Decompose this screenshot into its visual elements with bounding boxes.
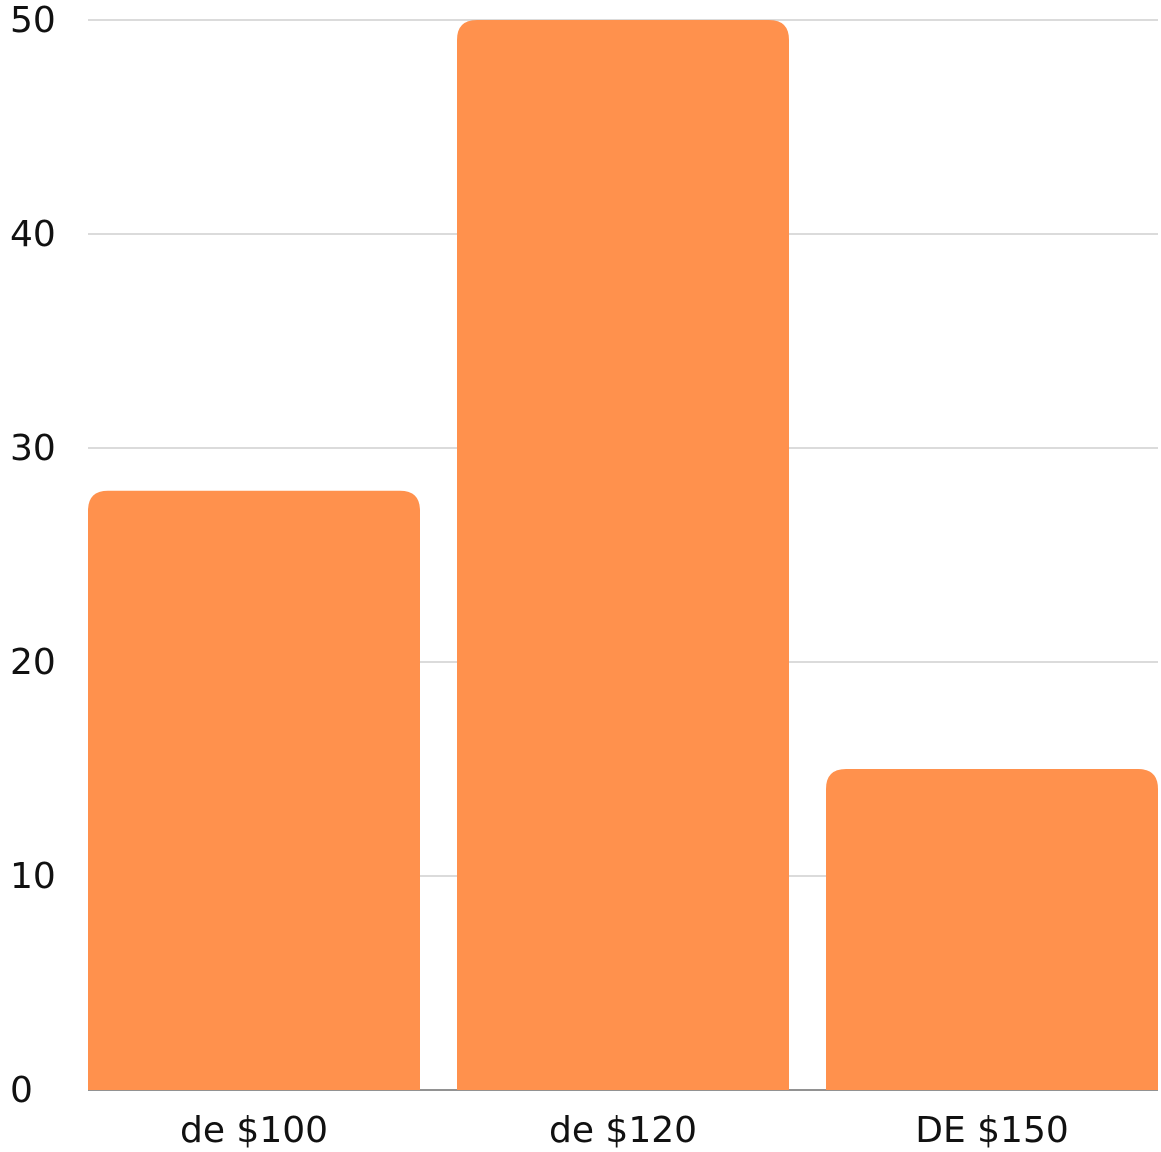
bar [457, 20, 789, 1090]
x-tick-label: de $100 [180, 1110, 328, 1151]
y-tick-label: 40 [10, 214, 56, 255]
y-tick-label: 50 [10, 0, 56, 41]
bar [88, 490, 420, 1090]
y-tick-label: 20 [10, 642, 56, 683]
bar [826, 769, 1158, 1090]
y-tick-label: 10 [10, 856, 56, 897]
x-tick-label: DE $150 [915, 1110, 1069, 1151]
y-tick-label: 30 [10, 428, 56, 469]
y-tick-label: 0 [10, 1070, 33, 1111]
x-tick-label: de $120 [549, 1110, 697, 1151]
